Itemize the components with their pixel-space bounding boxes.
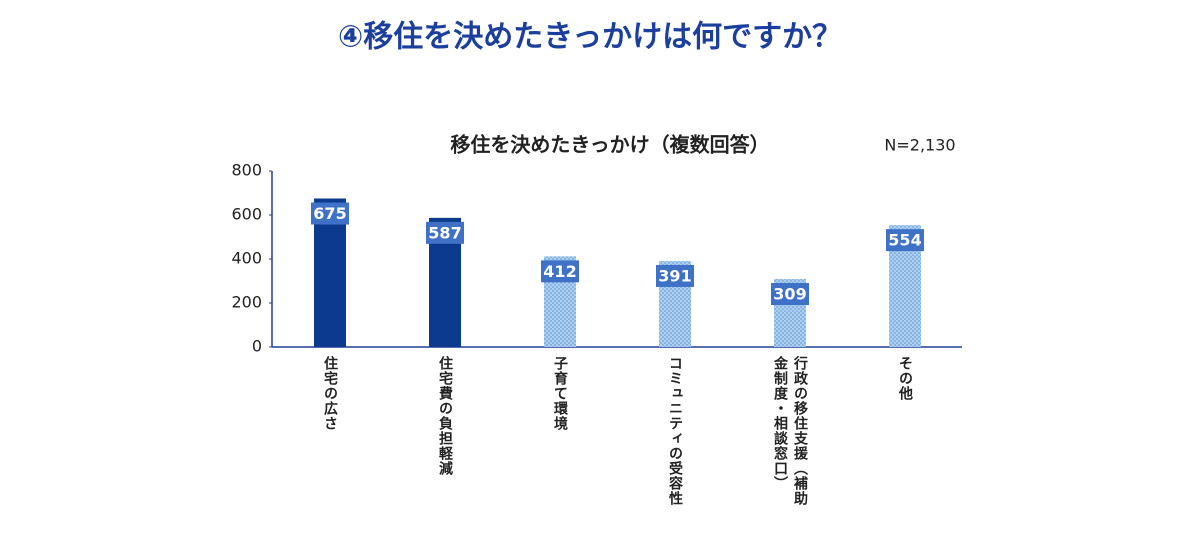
x-tick-label: その他 <box>897 356 913 401</box>
value-label: 391 <box>658 266 691 285</box>
chart-title: 移住を決めたきっかけ（複数回答） <box>450 133 769 157</box>
value-label-box <box>426 221 464 244</box>
value-label: 675 <box>313 204 346 223</box>
value-label-box <box>771 283 809 306</box>
y-tick-label: 0 <box>252 337 262 356</box>
x-tick-label: 住宅費の負担軽減 <box>437 356 453 476</box>
value-label-box <box>656 264 694 287</box>
value-label: 412 <box>543 262 576 281</box>
value-label: 554 <box>888 231 921 250</box>
y-tick-label: 800 <box>231 161 262 180</box>
value-label-box <box>541 260 579 283</box>
page-title: ④移住を決めたきっかけは何ですか？ <box>338 20 842 55</box>
y-tick-label: 200 <box>231 293 262 312</box>
x-tick-label: 子育て環境 <box>552 356 568 431</box>
value-label: 309 <box>773 285 806 304</box>
x-tick-label: 行政の移住支援（補助金制度・相談窓口） <box>772 356 808 506</box>
value-label-box <box>311 202 349 225</box>
y-tick-label: 400 <box>231 249 262 268</box>
x-tick-label: コミュニティの受容性 <box>667 356 683 506</box>
x-tick-label: 住宅の広さ <box>322 356 338 431</box>
annotation: N=2,130 <box>884 136 955 155</box>
value-label-box <box>886 229 924 252</box>
value-label: 587 <box>428 223 461 242</box>
y-tick-label: 600 <box>231 205 262 224</box>
